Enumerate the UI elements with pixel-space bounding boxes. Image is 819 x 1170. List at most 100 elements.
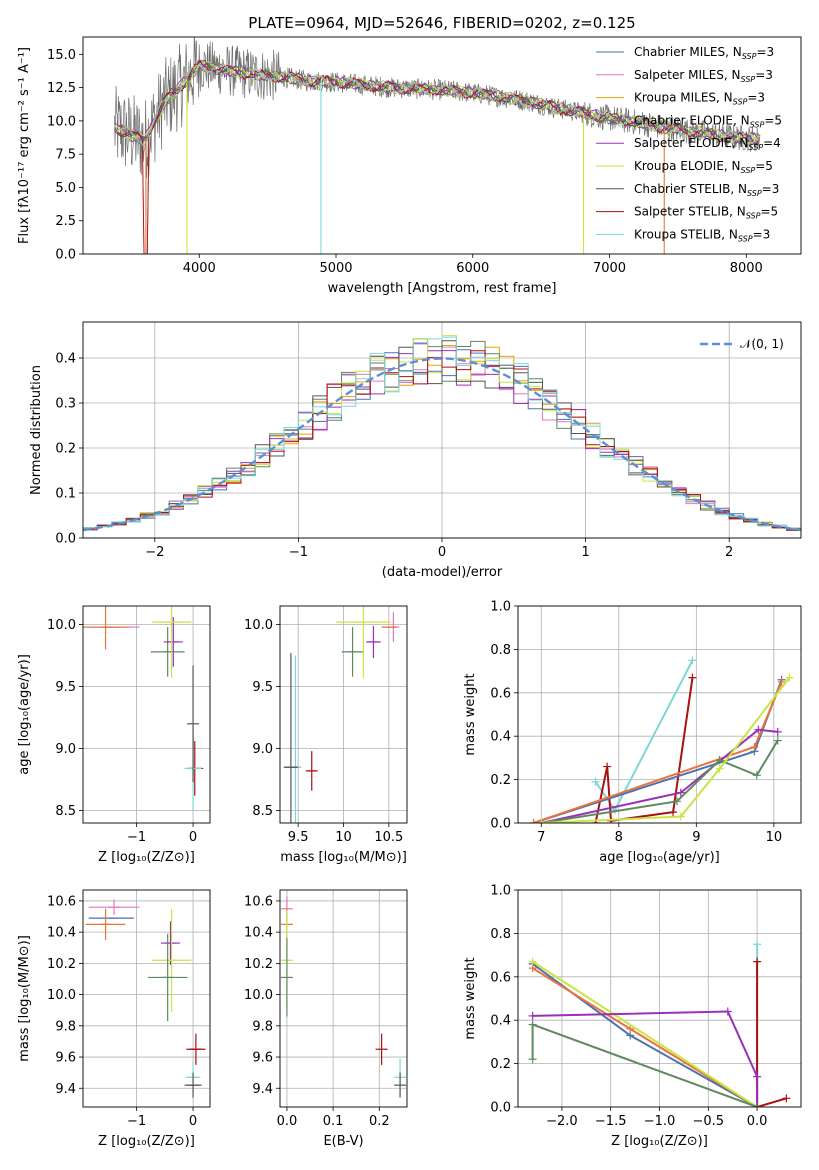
weight_vs_age-plus-marker (773, 736, 782, 745)
weight_vs_age-plus-marker (529, 819, 538, 823)
spectrum-frame (82, 36, 802, 255)
mass_vs_ebv-ytick-label: 10.6 (244, 894, 273, 909)
mass_vs_Z-xlabel: Z [log₁₀(Z/Z⊙)] (98, 1134, 195, 1149)
weight_vs_Z-plus-marker (626, 1024, 635, 1033)
weight_vs_age-plus-marker (773, 727, 782, 736)
age_vs_mass-points (283, 606, 400, 823)
weight_vs_age-xtick-label: 9 (692, 830, 700, 845)
weight_vs_age-ytick-label: 1.0 (490, 600, 511, 615)
normal-reference-curve (83, 357, 801, 532)
weight_vs_age-plus-marker (785, 673, 794, 682)
weight_vs_age-plus-marker (672, 797, 681, 806)
spectrum-xtick-label: 6000 (456, 261, 489, 276)
age_vs_Z-xtick-label: 0 (189, 830, 197, 845)
weight_vs_age-xlabel: age [log₁₀(age/yr)] (599, 850, 720, 865)
weight_vs_age-xtick-label: 7 (537, 830, 545, 845)
spectrum-ytick-label: 5.0 (55, 181, 76, 196)
spectrum-xtick-label: 4000 (183, 261, 216, 276)
age_vs_Z-ytick-label: 9.5 (55, 680, 76, 695)
weight_vs_Z-ylabel: mass weight (463, 957, 478, 1039)
spectrum-title: PLATE=0964, MJD=52646, FIBERID=0202, z=0… (248, 14, 635, 32)
spectrum-ylabel: Flux [fλ10⁻¹⁷ erg cm⁻² s⁻¹ A⁻¹] (17, 47, 32, 244)
weight_vs_age-series-line (533, 681, 783, 823)
weight_vs_Z-plus-marker (528, 1011, 537, 1020)
legend-entry: Kroupa STELIB, NSSP=3 (634, 227, 770, 243)
mass_vs_Z-xtick-label: 0 (189, 1114, 197, 1129)
spectrum-xlabel: wavelength [Angstrom, rest frame] (328, 281, 557, 296)
age_vs_Z-frame (82, 605, 211, 824)
weight_vs_age-plus-marker (715, 764, 724, 773)
weight_vs_age-plus-marker (591, 777, 600, 786)
spectrum-ytick-label: 12.5 (47, 81, 76, 96)
weight_vs_age-ytick-label: 0.2 (490, 773, 511, 788)
residual-histogram (83, 336, 801, 530)
mass_vs_Z-frame (82, 889, 211, 1108)
weight_vs_age-plus-marker (603, 762, 612, 771)
legend-entry-normal: 𝒩(0, 1) (740, 337, 784, 351)
age_vs_mass-xtick-label: 9.5 (288, 830, 309, 845)
age_vs_Z-xlabel: Z [log₁₀(Z/Z⊙)] (98, 850, 195, 865)
weight_vs_age-ylabel: mass weight (463, 673, 478, 755)
spectrum-observed-line (114, 37, 761, 178)
spectrum-model-line (114, 59, 760, 145)
mass_vs_Z-ytick-label: 10.4 (47, 926, 76, 941)
weight_vs_Z-plus-marker (723, 1007, 732, 1016)
mass_vs_ebv-xtick-label: 0.2 (369, 1114, 390, 1129)
spectrum-ytick-label: 0.0 (55, 248, 76, 263)
weight_vs_age-plus-marker (676, 788, 685, 797)
mass_vs_Z-ytick-label: 10.2 (47, 957, 76, 972)
weight_vs_Z-series-line (532, 1010, 759, 1107)
residuals-ylabel: Normed distribution (29, 365, 44, 495)
mass_vs_Z-ytick-label: 10.0 (47, 988, 76, 1003)
legend-entry: Kroupa MILES, NSSP=3 (634, 91, 765, 107)
legend-entry: Salpeter ELODIE, NSSP=4 (634, 136, 781, 152)
age_vs_Z-ytick-label: 9.0 (55, 742, 76, 757)
weight_vs_Z-plus-marker (753, 957, 762, 966)
legend-entry: Chabrier MILES, NSSP=3 (634, 45, 774, 61)
age_vs_mass-xtick-label: 10 (335, 830, 352, 845)
weight_vs_age-ytick-label: 0.4 (490, 730, 511, 745)
age_vs_mass-ytick-label: 9.0 (252, 742, 273, 757)
residuals-ytick-label: 0.2 (55, 442, 76, 457)
spectrum-lines (114, 37, 761, 254)
age_vs_mass-xlabel: mass [log₁₀(M/M⊙)] (280, 850, 407, 865)
weight_vs_Z-ytick-label: 0.2 (490, 1057, 511, 1072)
age_vs_Z-ytick-label: 8.5 (55, 804, 76, 819)
mass_vs_ebv-ytick-label: 9.8 (252, 1019, 273, 1034)
weight_vs_Z-plus-marker (782, 1094, 791, 1103)
weight_vs_age-xtick-label: 10 (766, 830, 783, 845)
weight_vs_Z-lines (528, 940, 791, 1107)
age_vs_mass-xtick-label: 10.5 (374, 830, 403, 845)
weight_vs_Z-xtick-label: −2.0 (546, 1114, 578, 1129)
weight_vs_age-plus-marker (537, 819, 546, 823)
mass_vs_ebv-xtick-label: 0.0 (277, 1114, 298, 1129)
age_vs_mass-frame (279, 605, 408, 824)
spectrum-model-line (114, 61, 760, 144)
mass_vs_ebv-xtick-label: 0.1 (323, 1114, 344, 1129)
legend-entry: Chabrier ELODIE, NSSP=5 (634, 113, 782, 129)
legend-entry: Kroupa ELODIE, NSSP=5 (634, 159, 773, 175)
residuals-xlabel: (data-model)/error (382, 565, 503, 580)
weight_vs_age-plus-marker (750, 743, 759, 752)
mass_vs_ebv-ytick-label: 9.6 (252, 1051, 273, 1066)
mass_vs_ebv-ytick-label: 9.4 (252, 1082, 273, 1097)
weight_vs_Z-ytick-label: 0.4 (490, 1014, 511, 1029)
mass_vs_ebv-ytick-label: 10.2 (244, 957, 273, 972)
weight_vs_Z-ytick-label: 0.6 (490, 970, 511, 985)
residuals-xtick-label: −2 (145, 545, 164, 560)
weight_vs_Z-series-line (756, 961, 787, 1107)
weight_vs_age-ytick-label: 0.6 (490, 686, 511, 701)
weight_vs_age-xtick-label: 8 (615, 830, 623, 845)
weight_vs_age-plus-marker (715, 756, 724, 765)
weight_vs_Z-ytick-label: 0.8 (490, 927, 511, 942)
mass_vs_Z-ylabel: mass [log₁₀(M/M⊙)] (17, 935, 32, 1062)
weight_vs_age-plus-marker (754, 725, 763, 734)
residuals-xtick-label: 0 (438, 545, 446, 560)
age_vs_Z-points (83, 606, 204, 811)
spectrum-ytick-label: 10.0 (47, 114, 76, 129)
weight_vs_age-plus-marker (676, 812, 685, 821)
age_vs_Z-ylabel: age [log₁₀(age/yr)] (17, 654, 32, 775)
weight_vs_Z-plus-marker (528, 957, 537, 966)
legend-entry: Salpeter MILES, NSSP=3 (634, 68, 773, 84)
